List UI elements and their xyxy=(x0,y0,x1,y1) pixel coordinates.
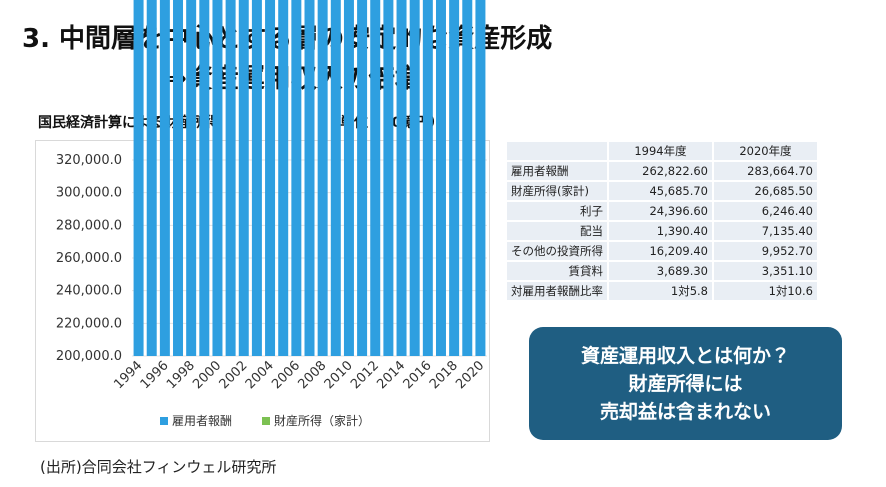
table-cell: 9,952.70 xyxy=(712,240,819,262)
bar-segment xyxy=(409,0,420,356)
table-cell: 262,822.60 xyxy=(607,160,714,182)
table-row: その他の投資所得 16,209.40 9,952.70 xyxy=(505,240,819,262)
table-cell: 1対10.6 xyxy=(712,280,819,302)
legend-label: 財産所得（家計） xyxy=(274,413,370,428)
legend-swatch xyxy=(160,417,168,425)
x-tick-label: 2006 xyxy=(269,358,303,392)
table-cell: 45,685.70 xyxy=(607,180,714,202)
x-tick-label: 2004 xyxy=(243,358,277,392)
table-cell: 3,689.30 xyxy=(607,260,714,282)
bar-segment xyxy=(370,0,381,356)
table-cell: 財産所得(家計) xyxy=(505,180,609,202)
table-row: 配当 1,390.40 7,135.40 xyxy=(505,220,819,242)
y-tick-label: 260,000.0 xyxy=(56,251,122,266)
table-cell: 1,390.40 xyxy=(607,220,714,242)
y-tick-label: 320,000.0 xyxy=(56,153,122,168)
bar-segment xyxy=(396,0,407,357)
data-table: 1994年度 2020年度 雇用者報酬 262,822.60 283,664.70 財産所… xyxy=(505,140,819,302)
bar-segment xyxy=(146,0,157,356)
x-tick-label: 2008 xyxy=(295,358,329,392)
x-tick-label: 2002 xyxy=(217,358,251,392)
bar-segment xyxy=(225,0,236,356)
bar-segment xyxy=(357,0,368,356)
chart-frame xyxy=(35,140,490,442)
bar-segment xyxy=(317,0,328,356)
bar-segment xyxy=(383,0,394,357)
table-header-cell: 2020年度 xyxy=(712,140,819,162)
x-tick-label: 2012 xyxy=(348,358,382,392)
table-cell: 26,685.50 xyxy=(712,180,819,202)
table-cell: 賃貸料 xyxy=(505,260,609,282)
y-tick-label: 220,000.0 xyxy=(56,316,122,331)
table-row: 賃貸料 3,689.30 3,351.10 xyxy=(505,260,819,282)
callout-line: 売却益は含まれない xyxy=(599,400,771,423)
bar-segment xyxy=(251,0,262,356)
y-tick-label: 200,000.0 xyxy=(56,349,122,364)
table-row: 雇用者報酬 262,822.60 283,664.70 xyxy=(505,160,819,182)
bar-segment xyxy=(330,0,341,357)
table-row: 対雇用者報酬比率 1対5.8 1対10.6 xyxy=(505,280,819,302)
y-tick-label: 300,000.0 xyxy=(56,186,122,201)
table-cell: 配当 xyxy=(505,220,609,242)
x-tick-label: 1996 xyxy=(138,358,172,392)
x-tick-label: 2014 xyxy=(374,358,408,392)
source-note: (出所)合同会社フィンウェル研究所 xyxy=(40,458,277,476)
bar-segment xyxy=(343,0,354,356)
bar-segment xyxy=(291,0,302,356)
bar-segment xyxy=(422,0,433,357)
bar-segment xyxy=(133,0,144,356)
table-cell: 対雇用者報酬比率 xyxy=(505,280,609,302)
table-header-cell: 1994年度 xyxy=(607,140,714,162)
chart: 国民経済計算による財産所得 単位：10億円） 200,000.0220,000.… xyxy=(38,0,487,428)
x-tick-label: 2020 xyxy=(453,358,487,392)
x-tick-label: 2000 xyxy=(190,358,224,392)
table-cell: 16,209.40 xyxy=(607,240,714,262)
table-cell: 3,351.10 xyxy=(712,260,819,282)
table-corner xyxy=(505,140,609,162)
table-cell: 雇用者報酬 xyxy=(505,160,609,182)
table-cell: 利子 xyxy=(505,200,609,222)
table-cell: その他の投資所得 xyxy=(505,240,609,262)
table-cell: 24,396.60 xyxy=(607,200,714,222)
bar-segment xyxy=(212,0,223,356)
bar-segment xyxy=(173,0,184,356)
bar-segment xyxy=(186,0,197,356)
y-tick-label: 280,000.0 xyxy=(56,218,122,233)
x-tick-label: 2010 xyxy=(322,358,356,392)
bar-segment xyxy=(265,0,276,357)
x-tick-label: 1998 xyxy=(164,358,198,392)
x-tick-label: 2018 xyxy=(427,358,461,392)
bar-segment xyxy=(435,0,446,356)
bar-segment xyxy=(278,0,289,356)
bar-segment xyxy=(159,0,170,357)
callout: 資産運用収入とは何か？ 財産所得には売却益は含まれない xyxy=(529,327,842,440)
table-row: 財産所得(家計) 45,685.70 26,685.50 xyxy=(505,180,819,202)
table-cell: 283,664.70 xyxy=(712,160,819,182)
table-cell: 1対5.8 xyxy=(607,280,714,302)
callout-line: 資産運用収入とは何か？ xyxy=(580,344,790,367)
bar-segment xyxy=(462,0,473,357)
legend-label: 雇用者報酬 xyxy=(172,414,232,428)
y-tick-label: 240,000.0 xyxy=(56,284,122,299)
bar-segment xyxy=(199,0,210,356)
table-row: 利子 24,396.60 6,246.40 xyxy=(505,200,819,222)
table-header-row: 1994年度 2020年度 xyxy=(505,140,819,162)
bar-segment xyxy=(475,0,486,356)
bar-segment xyxy=(449,0,460,357)
callout-line: 財産所得には xyxy=(628,372,743,395)
x-tick-label: 2016 xyxy=(401,358,435,392)
legend-swatch xyxy=(262,417,270,425)
bar-segment xyxy=(304,0,315,356)
table-cell: 6,246.40 xyxy=(712,200,819,222)
bar-segment xyxy=(238,0,249,356)
table-cell: 7,135.40 xyxy=(712,220,819,242)
